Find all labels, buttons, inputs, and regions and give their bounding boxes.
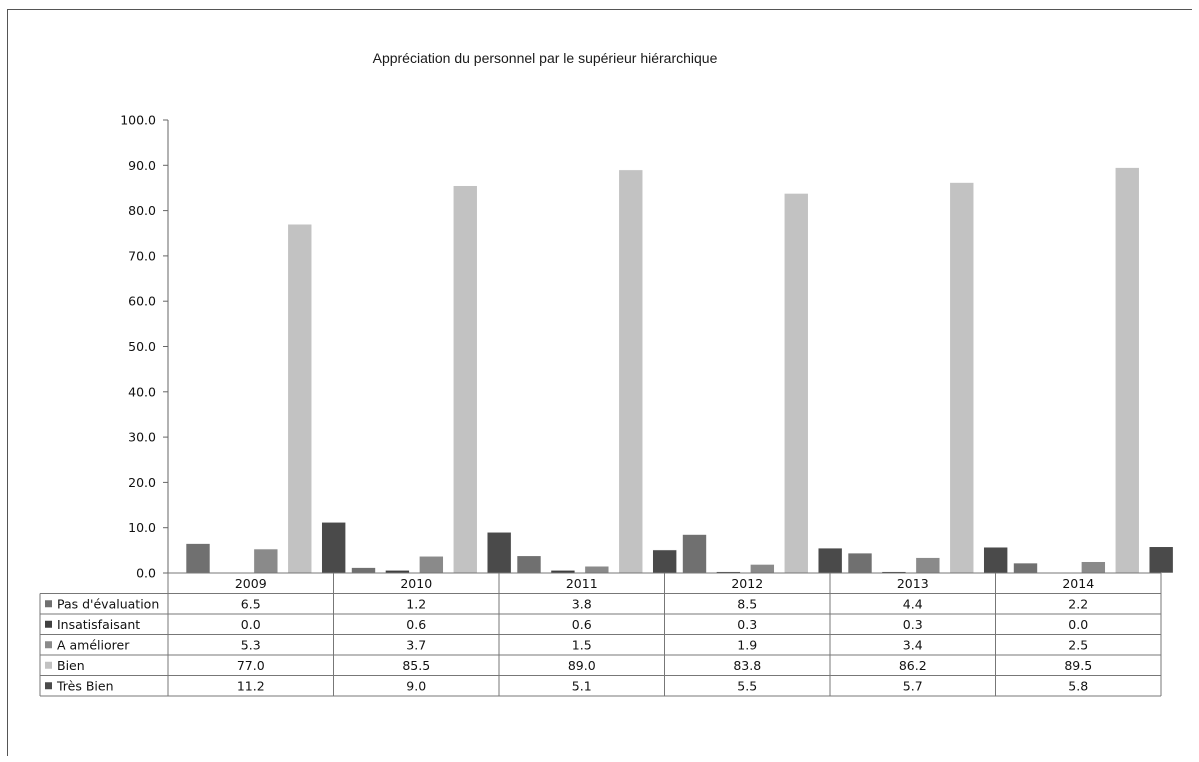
bar: [584, 565, 610, 574]
y-tick-label: 0.0: [136, 566, 156, 581]
data-cell-value: 6.5: [241, 596, 261, 611]
bar: [351, 567, 376, 574]
bar: [817, 547, 843, 574]
legend-entry: Bien: [57, 658, 85, 673]
data-cell-value: 1.5: [572, 637, 592, 652]
x-category-label: 2011: [566, 576, 598, 591]
legend-swatch: [45, 661, 52, 669]
bar: [1114, 167, 1140, 574]
bar: [915, 557, 941, 574]
data-cell-value: 3.8: [572, 596, 592, 611]
bar: [783, 193, 809, 574]
bar: [983, 546, 1008, 574]
data-cell-value: 2.5: [1068, 637, 1088, 652]
legend-entry: Insatisfaisant: [57, 617, 140, 632]
y-tick-label: 20.0: [128, 475, 156, 490]
data-cell-value: 0.3: [903, 617, 923, 632]
data-cell-value: 0.6: [406, 617, 426, 632]
bar: [750, 564, 775, 574]
bar: [419, 555, 444, 574]
data-cell-value: 1.9: [737, 637, 757, 652]
x-category-label: 2010: [400, 576, 432, 591]
bar: [185, 543, 211, 574]
y-tick-label: 30.0: [128, 430, 156, 445]
legend-entry: Très Bien: [56, 678, 114, 693]
data-cell-value: 5.3: [241, 637, 261, 652]
bar: [1013, 562, 1038, 574]
legend-swatch: [45, 641, 52, 649]
data-cell-value: 11.2: [237, 678, 265, 693]
bar: [618, 169, 644, 574]
data-cell-value: 83.8: [733, 658, 761, 673]
x-category-label: 2013: [897, 576, 929, 591]
chart-title: Appréciation du personnel par le supérie…: [372, 50, 718, 66]
chart-frame: [7, 9, 1192, 756]
data-cell-value: 85.5: [402, 658, 430, 673]
y-tick-label: 40.0: [128, 384, 156, 399]
x-category-label: 2009: [235, 576, 267, 591]
y-tick-label: 10.0: [128, 520, 156, 535]
y-tick-label: 80.0: [128, 203, 156, 218]
legend-swatch: [45, 600, 52, 608]
y-tick-label: 70.0: [128, 248, 156, 263]
data-cell-value: 89.5: [1064, 658, 1092, 673]
bar: [1081, 561, 1106, 574]
legend-entry: Pas d'évaluation: [57, 596, 159, 611]
data-cell-value: 86.2: [899, 658, 927, 673]
legend-entry: A améliorer: [57, 637, 130, 652]
bar: [321, 521, 346, 574]
data-cell-value: 3.4: [903, 637, 923, 652]
bar: [253, 548, 279, 574]
data-cell-value: 77.0: [237, 658, 265, 673]
data-cell-value: 3.7: [406, 637, 426, 652]
bar: [516, 555, 542, 574]
data-cell-value: 8.5: [737, 596, 757, 611]
bar: [847, 552, 873, 574]
bar: [1148, 546, 1174, 574]
y-tick-label: 50.0: [128, 339, 156, 354]
bar: [452, 185, 478, 574]
data-cell-value: 5.8: [1068, 678, 1088, 693]
data-cell-value: 0.0: [1068, 617, 1088, 632]
legend-swatch: [45, 620, 52, 628]
bar: [287, 223, 313, 574]
data-cell-value: 1.2: [406, 596, 426, 611]
data-cell-value: 0.3: [737, 617, 757, 632]
bar: [486, 531, 512, 574]
x-category-label: 2014: [1062, 576, 1094, 591]
bar: [652, 549, 677, 574]
data-cell-value: 0.6: [572, 617, 592, 632]
x-category-label: 2012: [731, 576, 763, 591]
y-tick-label: 90.0: [128, 158, 156, 173]
data-cell-value: 5.5: [737, 678, 757, 693]
legend-swatch: [45, 682, 52, 690]
data-cell-value: 0.0: [241, 617, 261, 632]
data-cell-value: 4.4: [903, 596, 923, 611]
data-cell-value: 5.7: [903, 678, 923, 693]
y-tick-label: 100.0: [120, 113, 156, 128]
bar: [949, 182, 975, 574]
y-tick-label: 60.0: [128, 294, 156, 309]
data-cell-value: 2.2: [1068, 596, 1088, 611]
data-cell-value: 89.0: [568, 658, 596, 673]
data-cell-value: 9.0: [406, 678, 426, 693]
data-cell-value: 5.1: [572, 678, 592, 693]
bar: [682, 534, 707, 574]
